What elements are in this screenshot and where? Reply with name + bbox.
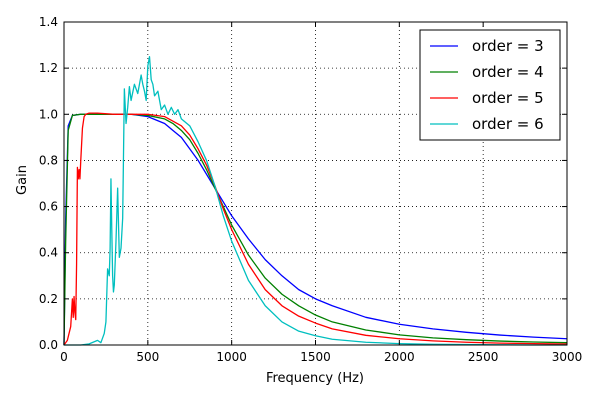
x-tick-label: 2500 — [468, 350, 499, 364]
legend-label-order-5: order = 5 — [472, 89, 544, 107]
y-tick-label: 1.0 — [39, 107, 58, 121]
legend-box — [419, 29, 561, 141]
x-tick-label: 0 — [60, 350, 68, 364]
x-axis-label: Frequency (Hz) — [266, 371, 364, 386]
y-tick-label: 0.0 — [39, 338, 58, 352]
axis-ticks — [63, 21, 568, 346]
legend-label-order-6: order = 6 — [472, 115, 544, 133]
y-tick-label: 0.4 — [39, 246, 58, 260]
legend: order = 3 order = 4 order = 5 order = 6 — [419, 29, 561, 141]
x-tick-label: 1500 — [300, 350, 331, 364]
tick-labels: 0 500 1000 1500 2000 2500 3000 0.0 0.2 0.4 0.6 0.8 1… — [39, 15, 582, 364]
series-group — [63, 55, 568, 346]
y-tick-label: 1.4 — [39, 15, 58, 29]
series-line-order-5 — [63, 112, 568, 346]
y-tick-label: 0.6 — [39, 200, 58, 214]
y-tick-label: 0.2 — [39, 292, 58, 306]
y-axis-label: Gain — [15, 165, 30, 195]
x-tick-label: 500 — [136, 350, 159, 364]
legend-label-order-4: order = 4 — [472, 63, 544, 81]
legend-label-order-3: order = 3 — [472, 37, 544, 55]
y-tick-label: 0.8 — [39, 153, 58, 167]
x-tick-label: 1000 — [216, 350, 247, 364]
series-line-order-6 — [64, 55, 567, 346]
y-tick-label: 1.2 — [39, 61, 58, 75]
x-tick-label: 2000 — [384, 350, 415, 364]
x-tick-label: 3000 — [552, 350, 583, 364]
